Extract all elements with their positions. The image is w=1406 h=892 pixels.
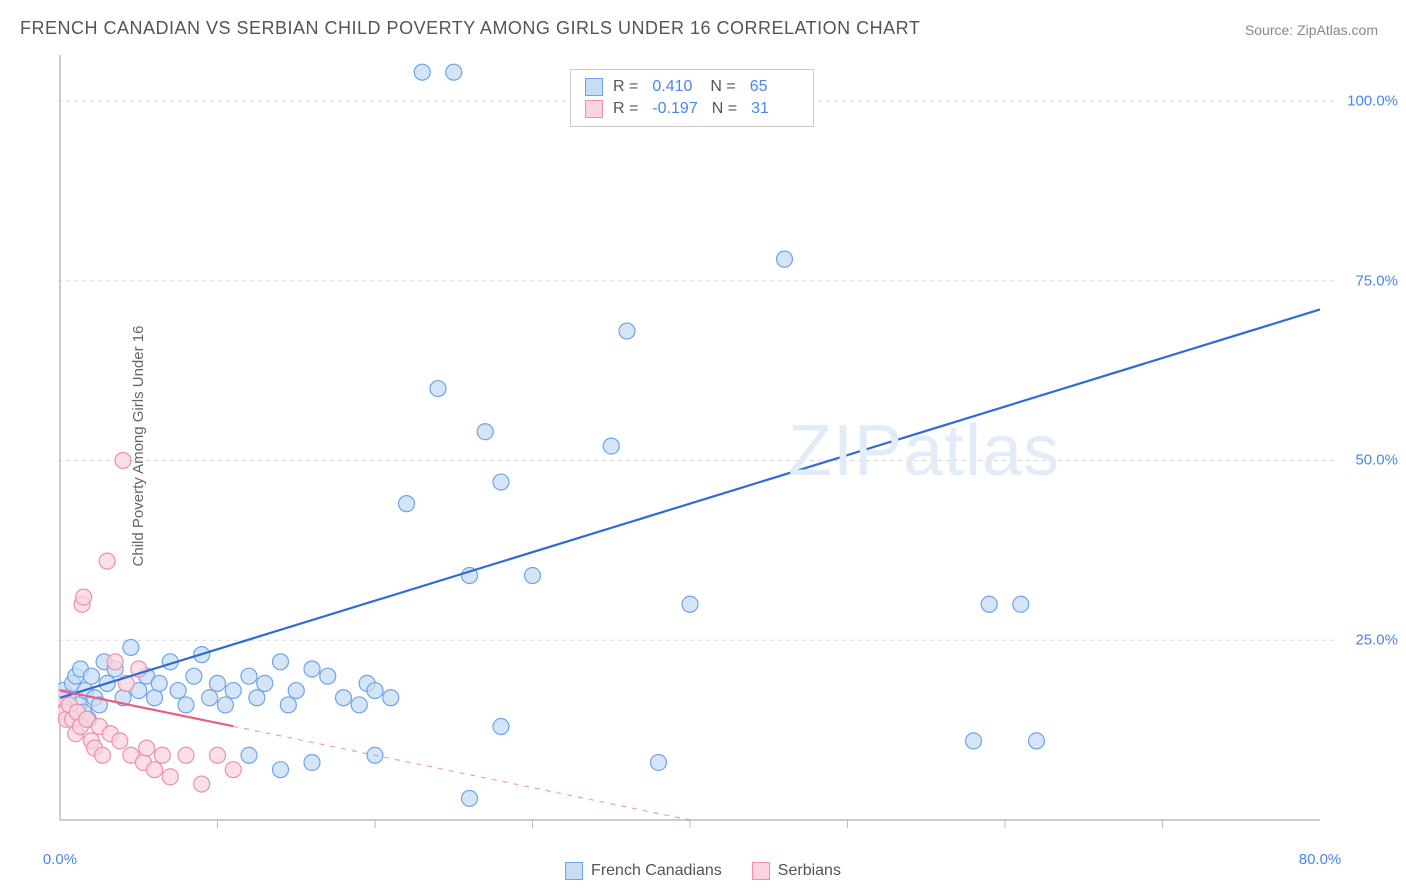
swatch-icon <box>585 100 603 118</box>
chart-title: FRENCH CANADIAN VS SERBIAN CHILD POVERTY… <box>20 18 920 39</box>
swatch-icon <box>565 862 583 880</box>
n-value: 65 <box>750 78 794 96</box>
legend-label: French Canadians <box>591 862 722 880</box>
scatter-plot: ZIPatlas R = 0.410 N = 65 R = -0.197 N =… <box>58 55 1338 840</box>
y-tick-label: 100.0% <box>1343 92 1398 109</box>
correlation-legend: R = 0.410 N = 65 R = -0.197 N = 31 <box>570 69 814 127</box>
n-label: N = <box>710 78 735 96</box>
legend-label: Serbians <box>778 862 841 880</box>
legend-item-french-canadians: French Canadians <box>565 862 722 880</box>
x-tick-label: 80.0% <box>1299 851 1342 868</box>
y-tick-label: 25.0% <box>1343 632 1398 649</box>
legend-row-series-0: R = 0.410 N = 65 <box>585 76 799 98</box>
swatch-icon <box>585 78 603 96</box>
r-value: 0.410 <box>652 78 696 96</box>
n-label: N = <box>712 100 737 118</box>
series-legend: French Canadians Serbians <box>565 862 841 880</box>
r-label: R = <box>613 100 638 118</box>
r-value: -0.197 <box>652 100 697 118</box>
x-tick-label: 0.0% <box>43 851 77 868</box>
swatch-icon <box>752 862 770 880</box>
source-attribution: Source: ZipAtlas.com <box>1245 22 1378 38</box>
legend-row-series-1: R = -0.197 N = 31 <box>585 98 799 120</box>
y-tick-label: 75.0% <box>1343 272 1398 289</box>
r-label: R = <box>613 78 638 96</box>
legend-item-serbians: Serbians <box>752 862 841 880</box>
y-tick-label: 50.0% <box>1343 452 1398 469</box>
n-value: 31 <box>751 100 795 118</box>
